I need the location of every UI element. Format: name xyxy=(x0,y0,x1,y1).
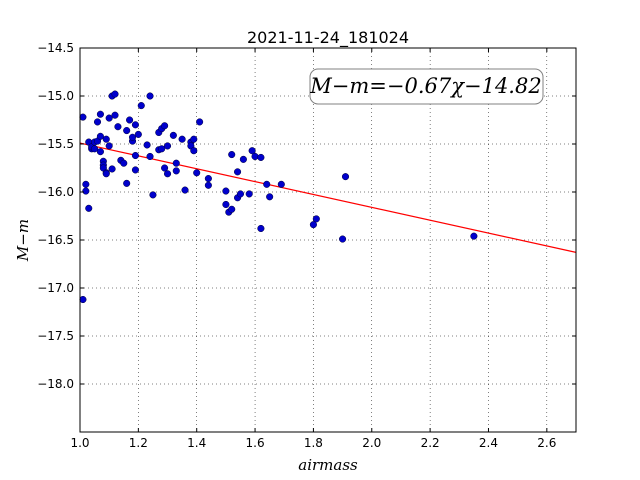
x-tick-label: 2.4 xyxy=(479,436,498,450)
data-point xyxy=(91,145,99,153)
data-point xyxy=(181,186,189,194)
data-point xyxy=(222,187,230,195)
data-point xyxy=(161,164,169,172)
data-point xyxy=(146,92,154,100)
data-point xyxy=(222,200,230,209)
data-point xyxy=(96,132,104,140)
data-point xyxy=(128,133,137,141)
fit-equation-box: M−m=−0.67χ−14.82 xyxy=(309,68,544,105)
data-point xyxy=(134,130,142,138)
data-point xyxy=(123,179,131,187)
data-point xyxy=(190,147,198,155)
x-tick-label: 1.0 xyxy=(70,436,89,450)
x-tick-label: 2.2 xyxy=(421,436,440,450)
y-tick-labels: −14.5 −15.0 −15.5 −16.0 −16.5 −17.0 −17.5 −18.0 xyxy=(37,41,74,391)
data-point xyxy=(196,118,204,126)
x-tick-label: 2.0 xyxy=(362,436,381,450)
data-point xyxy=(309,221,317,229)
data-point xyxy=(131,166,139,174)
data-point xyxy=(277,180,285,188)
data-point xyxy=(161,122,169,130)
data-point xyxy=(251,152,259,161)
data-point xyxy=(82,187,90,195)
data-point xyxy=(266,193,274,201)
x-tick-label: 1.2 xyxy=(129,436,148,450)
data-point xyxy=(248,147,256,155)
data-point xyxy=(126,116,134,124)
data-point xyxy=(204,181,212,189)
chart-title: 2021-11-24_181024 xyxy=(247,28,409,48)
data-point xyxy=(172,167,180,175)
y-tick-label: −16.0 xyxy=(37,185,74,199)
data-point xyxy=(96,110,104,118)
x-tick-label: 1.4 xyxy=(187,436,206,450)
data-point xyxy=(257,153,265,161)
data-point xyxy=(120,159,128,167)
y-tick-label: −17.5 xyxy=(37,329,74,343)
data-point xyxy=(228,151,236,159)
data-point xyxy=(257,224,265,233)
data-point xyxy=(234,168,242,176)
data-point xyxy=(204,175,212,183)
data-point xyxy=(146,152,154,161)
data-point xyxy=(169,131,177,139)
data-point xyxy=(111,111,119,119)
data-point xyxy=(143,141,151,149)
data-point xyxy=(172,159,180,167)
x-tick-label: 1.6 xyxy=(246,436,265,450)
y-tick-label: −18.0 xyxy=(37,377,74,391)
data-point xyxy=(239,155,247,163)
x-tick-label: 1.8 xyxy=(304,436,323,450)
data-point xyxy=(82,180,90,188)
x-tick-labels: 1.0 1.2 1.4 1.6 1.8 2.0 2.2 2.4 2.6 xyxy=(70,436,556,450)
data-point xyxy=(96,148,104,156)
data-point xyxy=(163,170,172,178)
data-point xyxy=(236,190,245,198)
data-point xyxy=(105,114,113,122)
data-point xyxy=(137,102,145,110)
x-tick-label: 2.6 xyxy=(537,436,556,450)
data-point xyxy=(93,118,102,126)
data-point xyxy=(190,135,198,143)
data-point xyxy=(114,123,122,131)
data-point xyxy=(111,90,119,98)
y-tick-label: −15.5 xyxy=(37,137,74,151)
data-point xyxy=(228,205,236,213)
data-point xyxy=(341,173,350,181)
data-point xyxy=(158,145,166,153)
data-points xyxy=(79,90,478,304)
data-point xyxy=(470,232,478,240)
data-point xyxy=(339,235,347,243)
y-axis-label: M−m xyxy=(14,219,32,262)
data-point xyxy=(79,295,87,304)
data-point xyxy=(105,142,113,150)
data-point xyxy=(149,191,157,199)
data-point xyxy=(108,165,116,173)
data-point xyxy=(193,169,201,177)
data-point xyxy=(102,170,110,178)
y-tick-label: −15.0 xyxy=(37,89,74,103)
y-tick-label: −17.0 xyxy=(37,281,74,295)
data-point xyxy=(85,204,93,212)
data-point xyxy=(123,127,131,135)
data-point xyxy=(131,151,139,160)
data-point xyxy=(163,142,172,150)
fit-equation-text: M−m=−0.67χ−14.82 xyxy=(309,74,541,98)
fit-line-group xyxy=(79,142,577,253)
data-point xyxy=(178,135,186,143)
fit-line xyxy=(79,142,577,253)
data-point xyxy=(263,180,271,188)
data-point xyxy=(102,135,110,143)
data-point xyxy=(245,190,253,198)
ticks xyxy=(79,47,576,432)
y-tick-label: −14.5 xyxy=(37,41,74,55)
fit-equation-frame xyxy=(309,68,544,105)
data-point xyxy=(312,215,320,223)
data-point xyxy=(79,113,87,121)
x-axis-label: airmass xyxy=(298,456,358,474)
data-point xyxy=(131,121,139,129)
y-tick-label: −16.5 xyxy=(37,233,74,247)
